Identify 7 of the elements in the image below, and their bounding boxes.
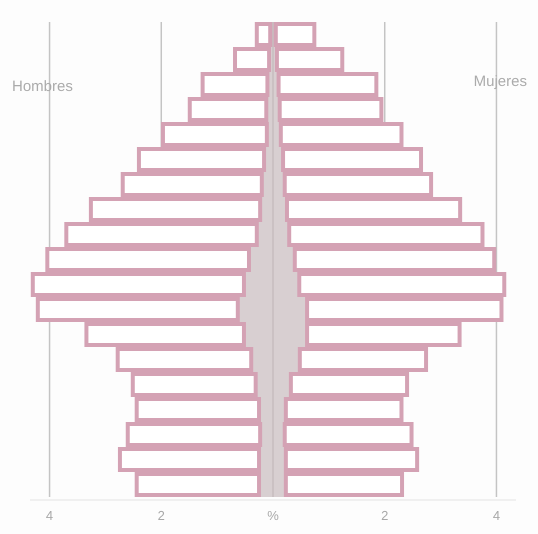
x-tick-label: 4: [492, 508, 500, 523]
x-tick-label: 4: [46, 508, 54, 523]
annotation: Hombres: [12, 78, 73, 95]
x-tick-label: 2: [381, 508, 388, 523]
x-tick-label: 2: [158, 508, 165, 523]
x-tick-label: %: [267, 508, 280, 523]
annotation: Mujeres: [474, 73, 527, 90]
